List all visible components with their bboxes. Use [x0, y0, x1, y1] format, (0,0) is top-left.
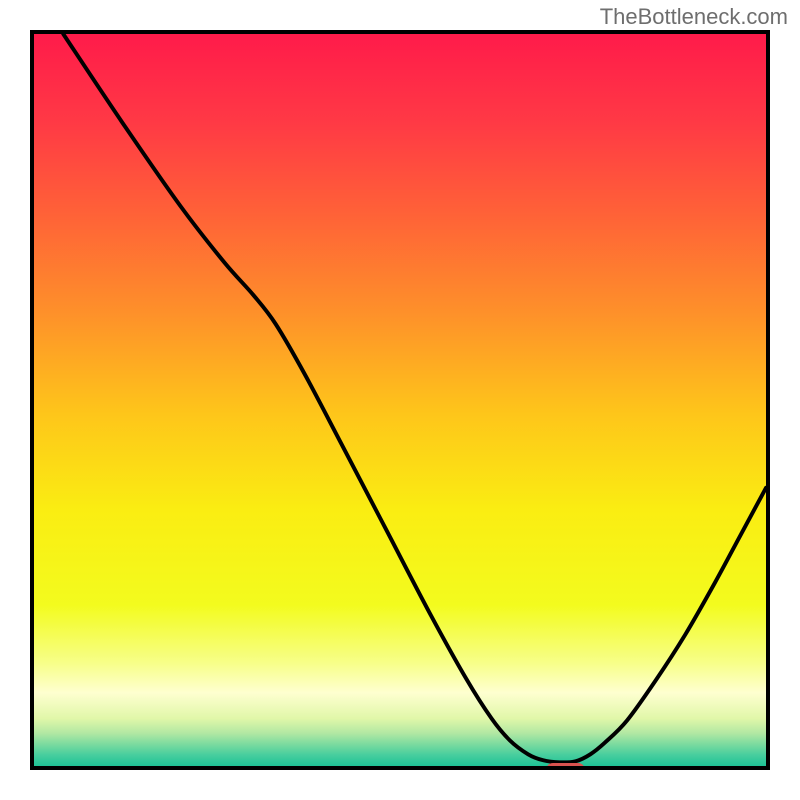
plot-area: [30, 30, 770, 770]
curve-svg: [34, 34, 766, 766]
bottleneck-curve: [63, 34, 766, 762]
watermark-text: TheBottleneck.com: [600, 4, 788, 30]
optimal-marker: [546, 763, 584, 770]
